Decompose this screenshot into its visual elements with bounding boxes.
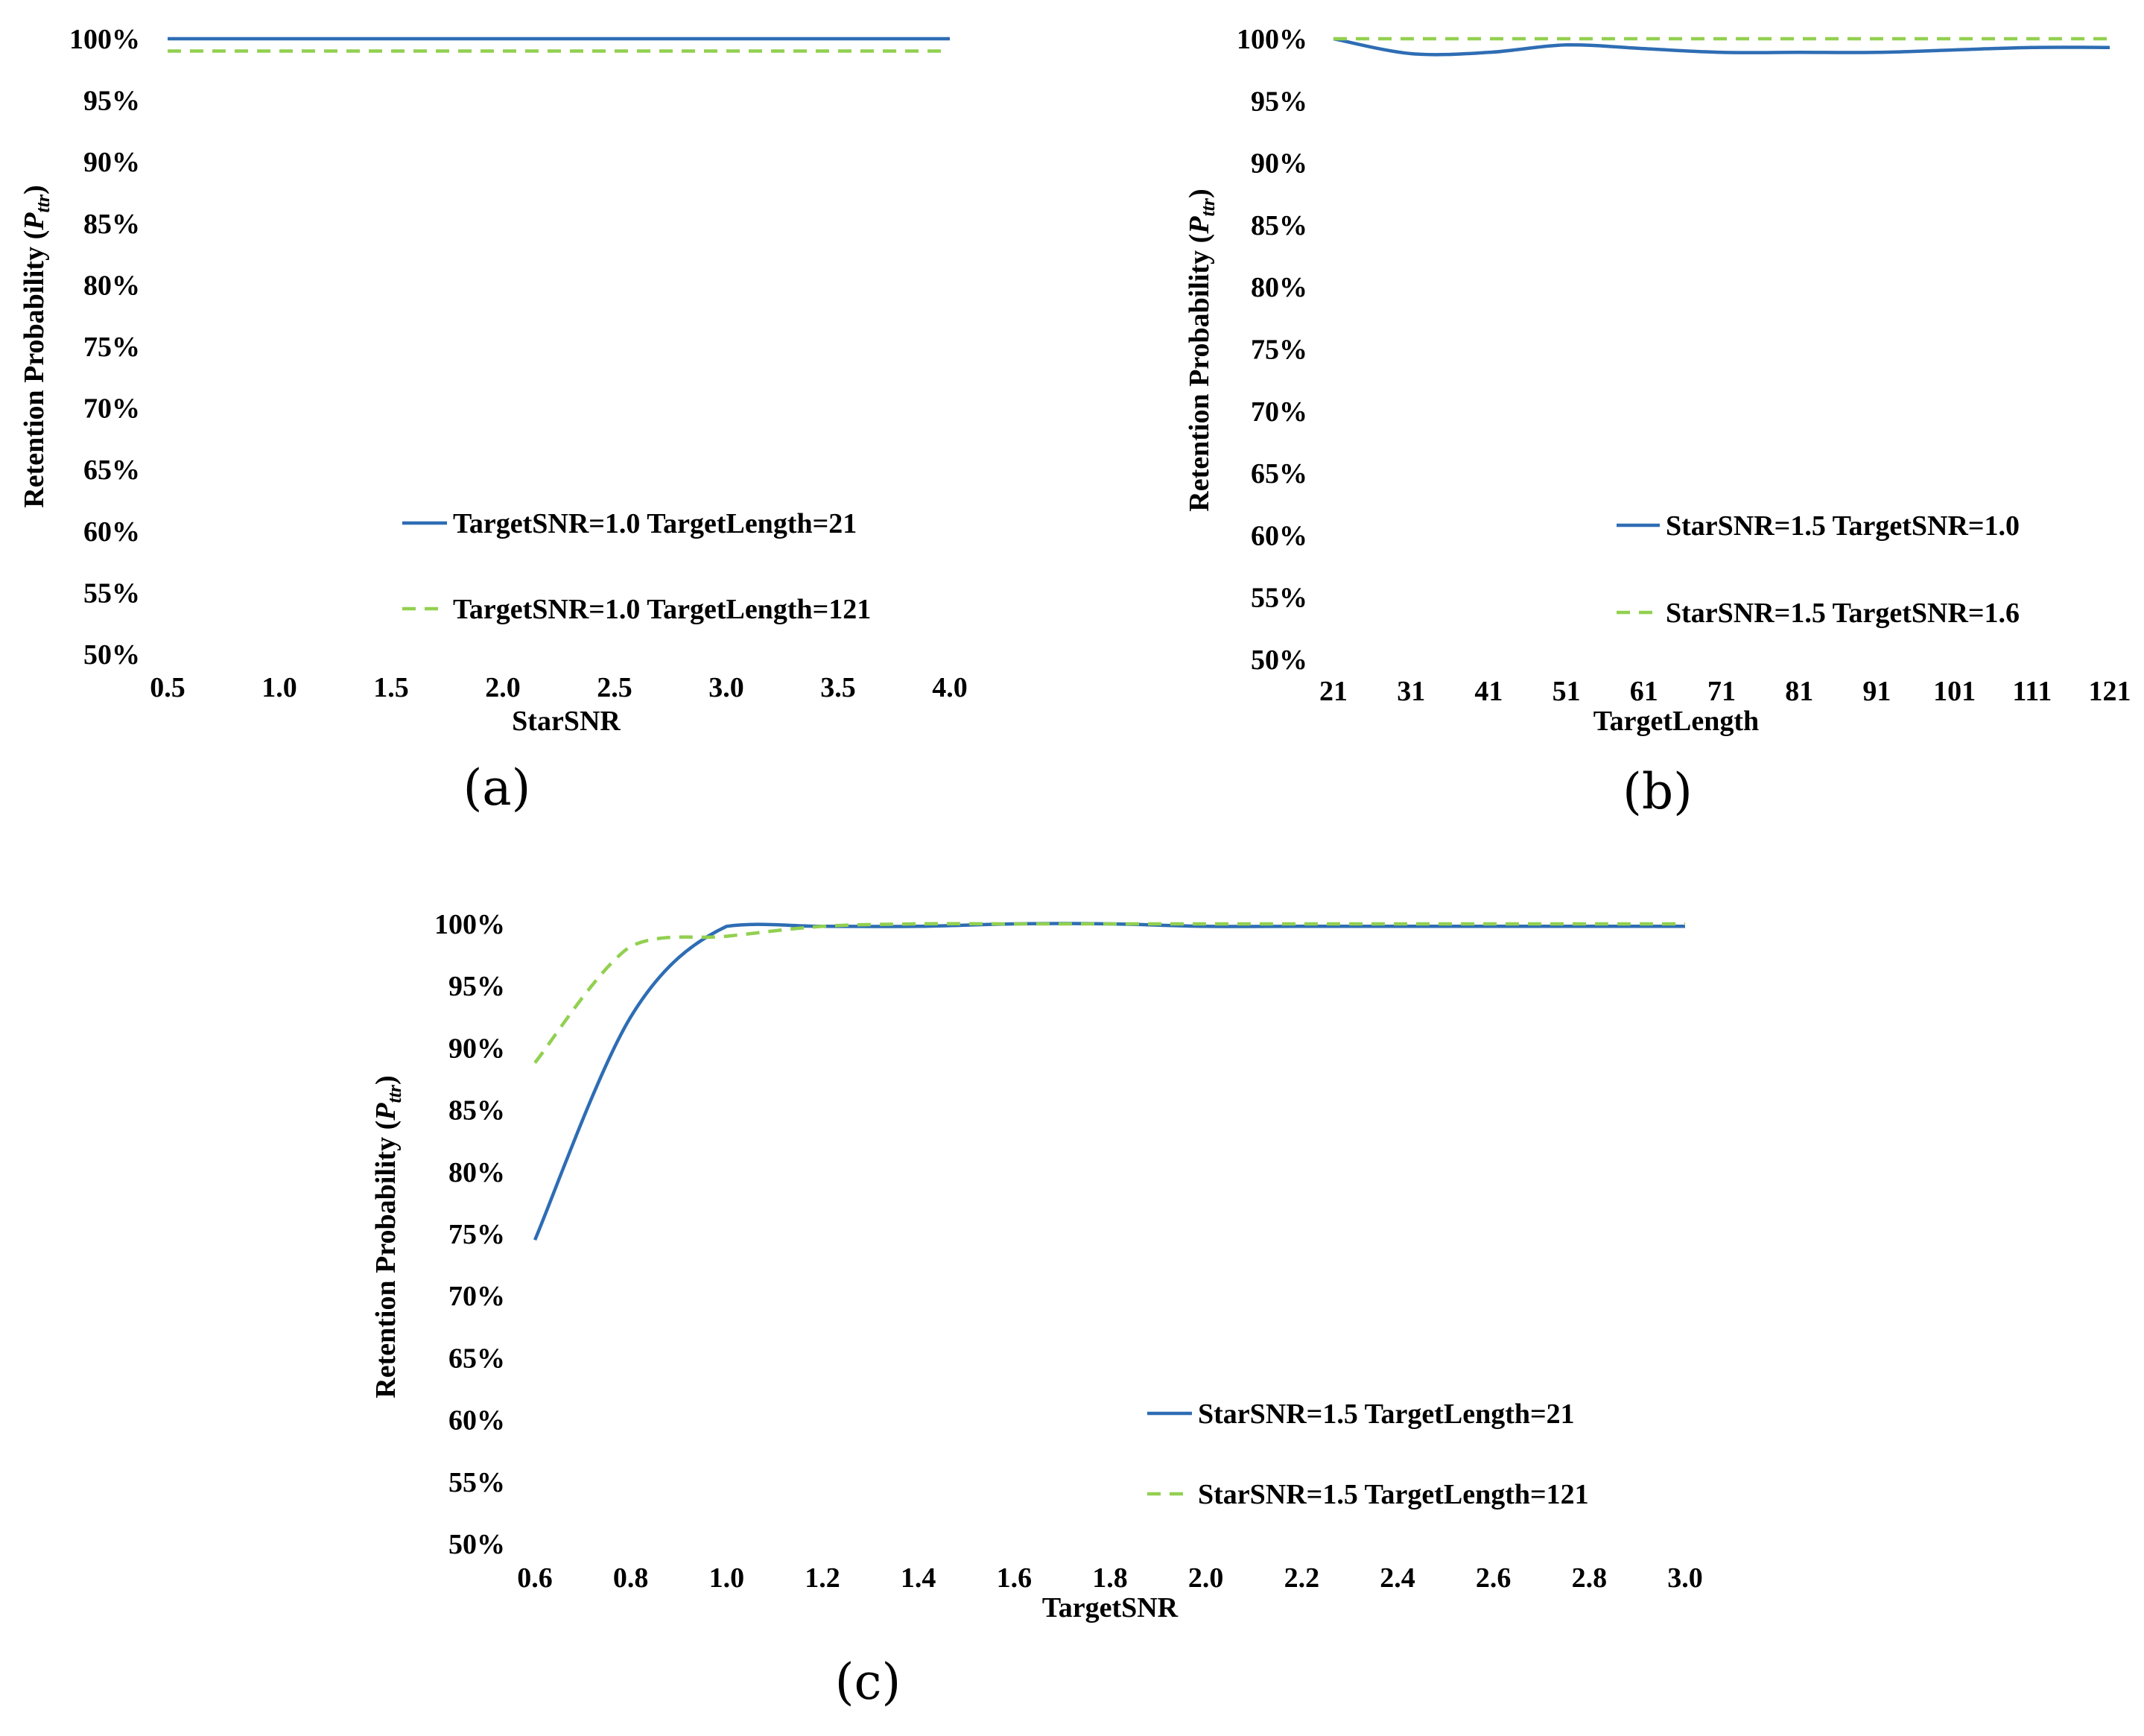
y-tick-label: 75% bbox=[83, 332, 140, 363]
panel-label: (c) bbox=[835, 1653, 901, 1711]
panel-label: (a) bbox=[463, 759, 531, 817]
y-tick-label: 55% bbox=[1251, 583, 1307, 614]
x-tick-label: 3.0 bbox=[708, 672, 744, 703]
x-tick-label: 51 bbox=[1553, 676, 1581, 707]
y-tick-label: 100% bbox=[69, 24, 140, 55]
x-tick-label: 4.0 bbox=[932, 672, 968, 703]
y-tick-label: 95% bbox=[448, 971, 505, 1002]
y-axis-title: Retention Probability (Pttr) bbox=[19, 185, 54, 507]
x-tick-label: 2.4 bbox=[1380, 1562, 1415, 1594]
y-tick-label: 60% bbox=[83, 516, 140, 548]
y-tick-label: 50% bbox=[1251, 644, 1307, 676]
legend-entry: StarSNR=1.5 TargetLength=121 bbox=[1198, 1479, 1589, 1510]
y-tick-label: 55% bbox=[448, 1467, 505, 1498]
y-tick-label: 90% bbox=[1251, 148, 1307, 180]
x-tick-label: 2.2 bbox=[1284, 1562, 1320, 1594]
panel-label: (b) bbox=[1623, 763, 1693, 820]
y-tick-label: 65% bbox=[1251, 458, 1307, 490]
y-axis-title: Retention Probability (Pttr) bbox=[370, 1075, 405, 1398]
y-tick-label: 70% bbox=[448, 1281, 505, 1312]
x-tick-label: 3.5 bbox=[820, 672, 856, 703]
y-tick-label: 60% bbox=[448, 1405, 505, 1436]
x-tick-label: 2.6 bbox=[1476, 1562, 1512, 1594]
x-tick-label: 1.8 bbox=[1092, 1562, 1128, 1594]
series-line-dashed bbox=[533, 922, 1685, 1064]
y-tick-label: 90% bbox=[83, 147, 140, 178]
y-tick-label: 65% bbox=[83, 454, 140, 486]
x-tick-label: 2.0 bbox=[485, 672, 521, 703]
x-tick-label: 31 bbox=[1397, 676, 1425, 707]
y-tick-label: 80% bbox=[448, 1157, 505, 1188]
x-tick-label: 3.0 bbox=[1667, 1562, 1703, 1594]
y-tick-label: 70% bbox=[1251, 396, 1307, 428]
chart-panel-c: 50% 55% 60% 65% 70% 75% 80% 85% 90% 95% 100% 0.6 0.8… bbox=[370, 909, 1703, 1711]
y-tick-label: 60% bbox=[1251, 520, 1307, 551]
x-tick-label: 2.8 bbox=[1572, 1562, 1608, 1594]
legend-entry: StarSNR=1.5 TargetSNR=1.0 bbox=[1666, 510, 2020, 542]
x-axis-title: TargetSNR bbox=[1042, 1592, 1179, 1623]
chart-panel-a: 50% 55% 60% 65% 70% 75% 80% 85% 90% 95% 100% 0.5 1.0… bbox=[19, 24, 968, 817]
y-axis-title: Retention Probability (Pttr) bbox=[1184, 189, 1219, 511]
x-tick-label: 1.2 bbox=[805, 1562, 840, 1594]
x-tick-label: 0.6 bbox=[517, 1562, 553, 1594]
x-tick-label: 121 bbox=[2089, 676, 2131, 707]
y-tick-label: 80% bbox=[83, 270, 140, 301]
x-tick-label: 1.6 bbox=[997, 1562, 1033, 1594]
series-line-solid bbox=[533, 922, 1685, 1241]
y-tick-label: 50% bbox=[83, 639, 140, 671]
x-tick-label: 1.0 bbox=[261, 672, 297, 703]
x-tick-label: 101 bbox=[1933, 676, 1976, 707]
y-tick-label: 70% bbox=[83, 393, 140, 425]
x-tick-label: 2.5 bbox=[597, 672, 632, 703]
x-tick-label: 81 bbox=[1785, 676, 1813, 707]
legend-entry: StarSNR=1.5 TargetLength=21 bbox=[1198, 1398, 1575, 1430]
chart-panel-b: 50% 55% 60% 65% 70% 75% 80% 85% 90% 95% 100% 21 31 41… bbox=[1184, 24, 2131, 820]
x-tick-label: 71 bbox=[1707, 676, 1736, 707]
x-tick-label: 1.0 bbox=[709, 1562, 745, 1594]
legend-entry: StarSNR=1.5 TargetSNR=1.6 bbox=[1666, 598, 2020, 629]
legend-entry: TargetSNR=1.0 TargetLength=21 bbox=[453, 508, 857, 539]
y-tick-label: 95% bbox=[83, 86, 140, 117]
x-axis-title: TargetLength bbox=[1593, 706, 1759, 737]
y-tick-label: 85% bbox=[83, 209, 140, 240]
x-tick-label: 0.5 bbox=[150, 672, 185, 703]
x-tick-label: 91 bbox=[1862, 676, 1891, 707]
y-tick-label: 95% bbox=[1251, 86, 1307, 117]
x-tick-label: 1.4 bbox=[901, 1562, 936, 1594]
y-tick-label: 75% bbox=[1251, 335, 1307, 366]
x-axis-title: StarSNR bbox=[512, 706, 621, 737]
y-tick-label: 90% bbox=[448, 1033, 505, 1064]
y-tick-label: 50% bbox=[448, 1529, 505, 1560]
y-tick-label: 85% bbox=[1251, 210, 1307, 241]
x-tick-label: 2.0 bbox=[1188, 1562, 1224, 1594]
x-tick-label: 1.5 bbox=[373, 672, 409, 703]
y-tick-label: 80% bbox=[1251, 272, 1307, 303]
y-tick-label: 85% bbox=[448, 1095, 505, 1127]
y-tick-label: 100% bbox=[434, 909, 505, 940]
x-tick-label: 41 bbox=[1474, 676, 1503, 707]
x-tick-label: 111 bbox=[2012, 676, 2052, 707]
x-tick-label: 0.8 bbox=[613, 1562, 649, 1594]
legend-entry: TargetSNR=1.0 TargetLength=121 bbox=[453, 594, 871, 625]
y-tick-label: 55% bbox=[83, 577, 140, 609]
y-tick-label: 100% bbox=[1237, 24, 1307, 55]
x-tick-label: 21 bbox=[1319, 676, 1348, 707]
x-tick-label: 61 bbox=[1630, 676, 1658, 707]
y-tick-label: 65% bbox=[448, 1343, 505, 1374]
y-tick-label: 75% bbox=[448, 1219, 505, 1250]
series-line-solid bbox=[1333, 37, 2110, 57]
